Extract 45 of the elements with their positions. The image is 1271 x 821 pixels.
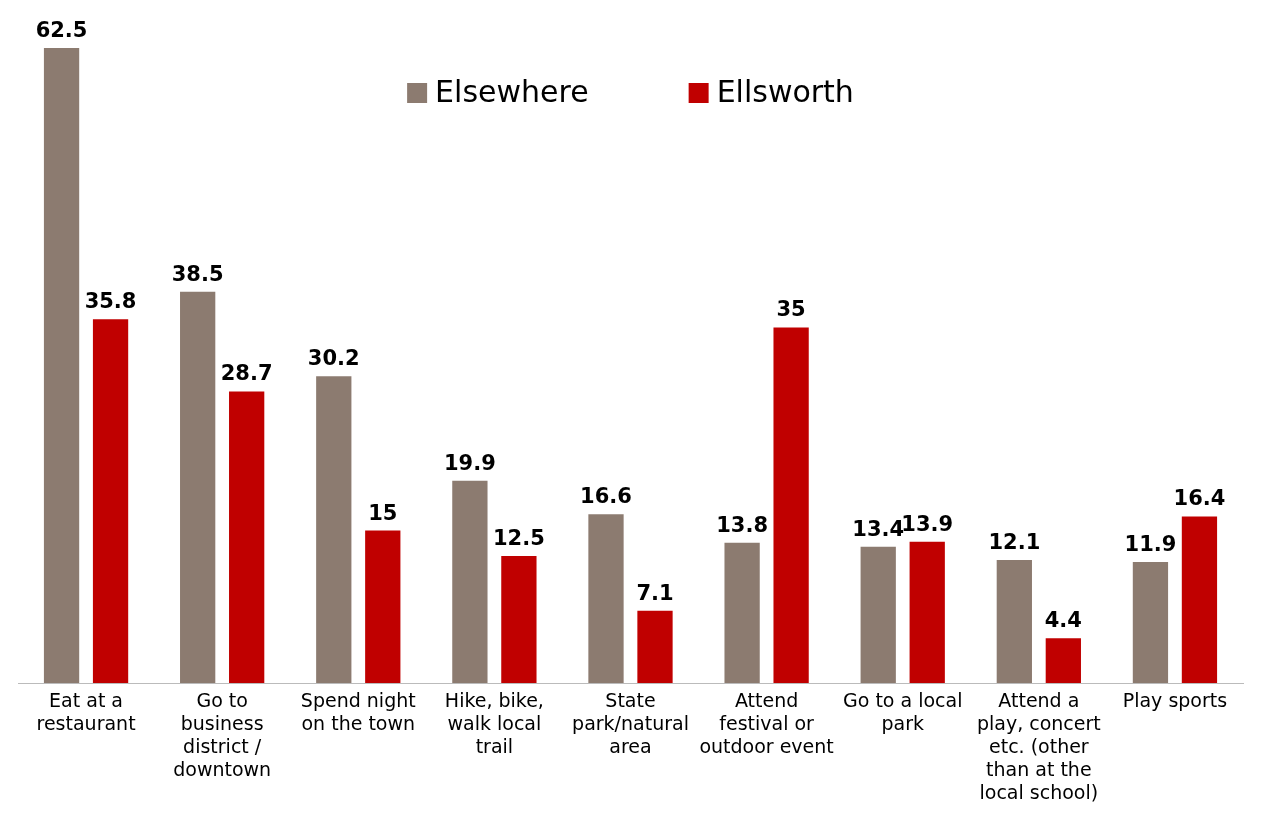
bar xyxy=(365,530,401,683)
data-label: 19.9 xyxy=(443,450,496,475)
legend-label: Elsewhere xyxy=(435,73,589,109)
x-tick-label: Spend night on the town xyxy=(300,689,416,735)
x-tick-label: State park/natural area xyxy=(572,689,689,757)
bar xyxy=(92,319,129,683)
bar xyxy=(452,480,488,683)
data-label: 13.8 xyxy=(716,512,769,537)
data-label: 16.6 xyxy=(580,484,632,509)
data-label: 4.4 xyxy=(1044,608,1082,633)
data-label: 30.2 xyxy=(307,346,360,371)
data-label: 35.8 xyxy=(84,289,137,314)
data-label: 28.7 xyxy=(220,361,273,386)
bar xyxy=(860,546,896,683)
legend-label: Ellsworth xyxy=(716,73,854,109)
x-tick-label: Go to a local park xyxy=(842,689,963,735)
data-label: 15 xyxy=(368,500,398,525)
bar xyxy=(180,291,216,683)
x-tick-label: Attend festival or outdoor event xyxy=(699,689,834,757)
data-label: 12.1 xyxy=(988,530,1041,555)
bar xyxy=(724,542,760,683)
bar xyxy=(501,556,537,683)
x-tick-label: Play sports xyxy=(1122,689,1228,712)
data-label: 11.9 xyxy=(1124,532,1177,557)
bar xyxy=(773,327,809,683)
bar xyxy=(316,376,352,683)
bar xyxy=(909,541,945,683)
x-tick-label: Hike, bike, walk local trail xyxy=(444,689,544,757)
data-label: 12.5 xyxy=(492,525,545,550)
bar xyxy=(1045,638,1081,683)
bar xyxy=(1132,562,1169,683)
data-label: 16.4 xyxy=(1173,486,1226,511)
x-tick-label: Go to business district / downtown xyxy=(173,689,272,780)
x-tick-label: Eat at a restaurant xyxy=(36,689,136,735)
bar xyxy=(996,560,1032,683)
bar xyxy=(637,610,673,683)
bar xyxy=(1181,516,1218,683)
data-label: 7.1 xyxy=(636,580,674,605)
x-tick-label: Attend a play, concert etc. (other than at the local school) xyxy=(976,689,1101,803)
data-label: 38.5 xyxy=(171,261,224,286)
bar xyxy=(43,48,80,683)
data-label: 62.5 xyxy=(35,17,88,42)
bar xyxy=(229,391,265,683)
data-label: 35 xyxy=(776,297,806,322)
bar xyxy=(588,514,624,683)
